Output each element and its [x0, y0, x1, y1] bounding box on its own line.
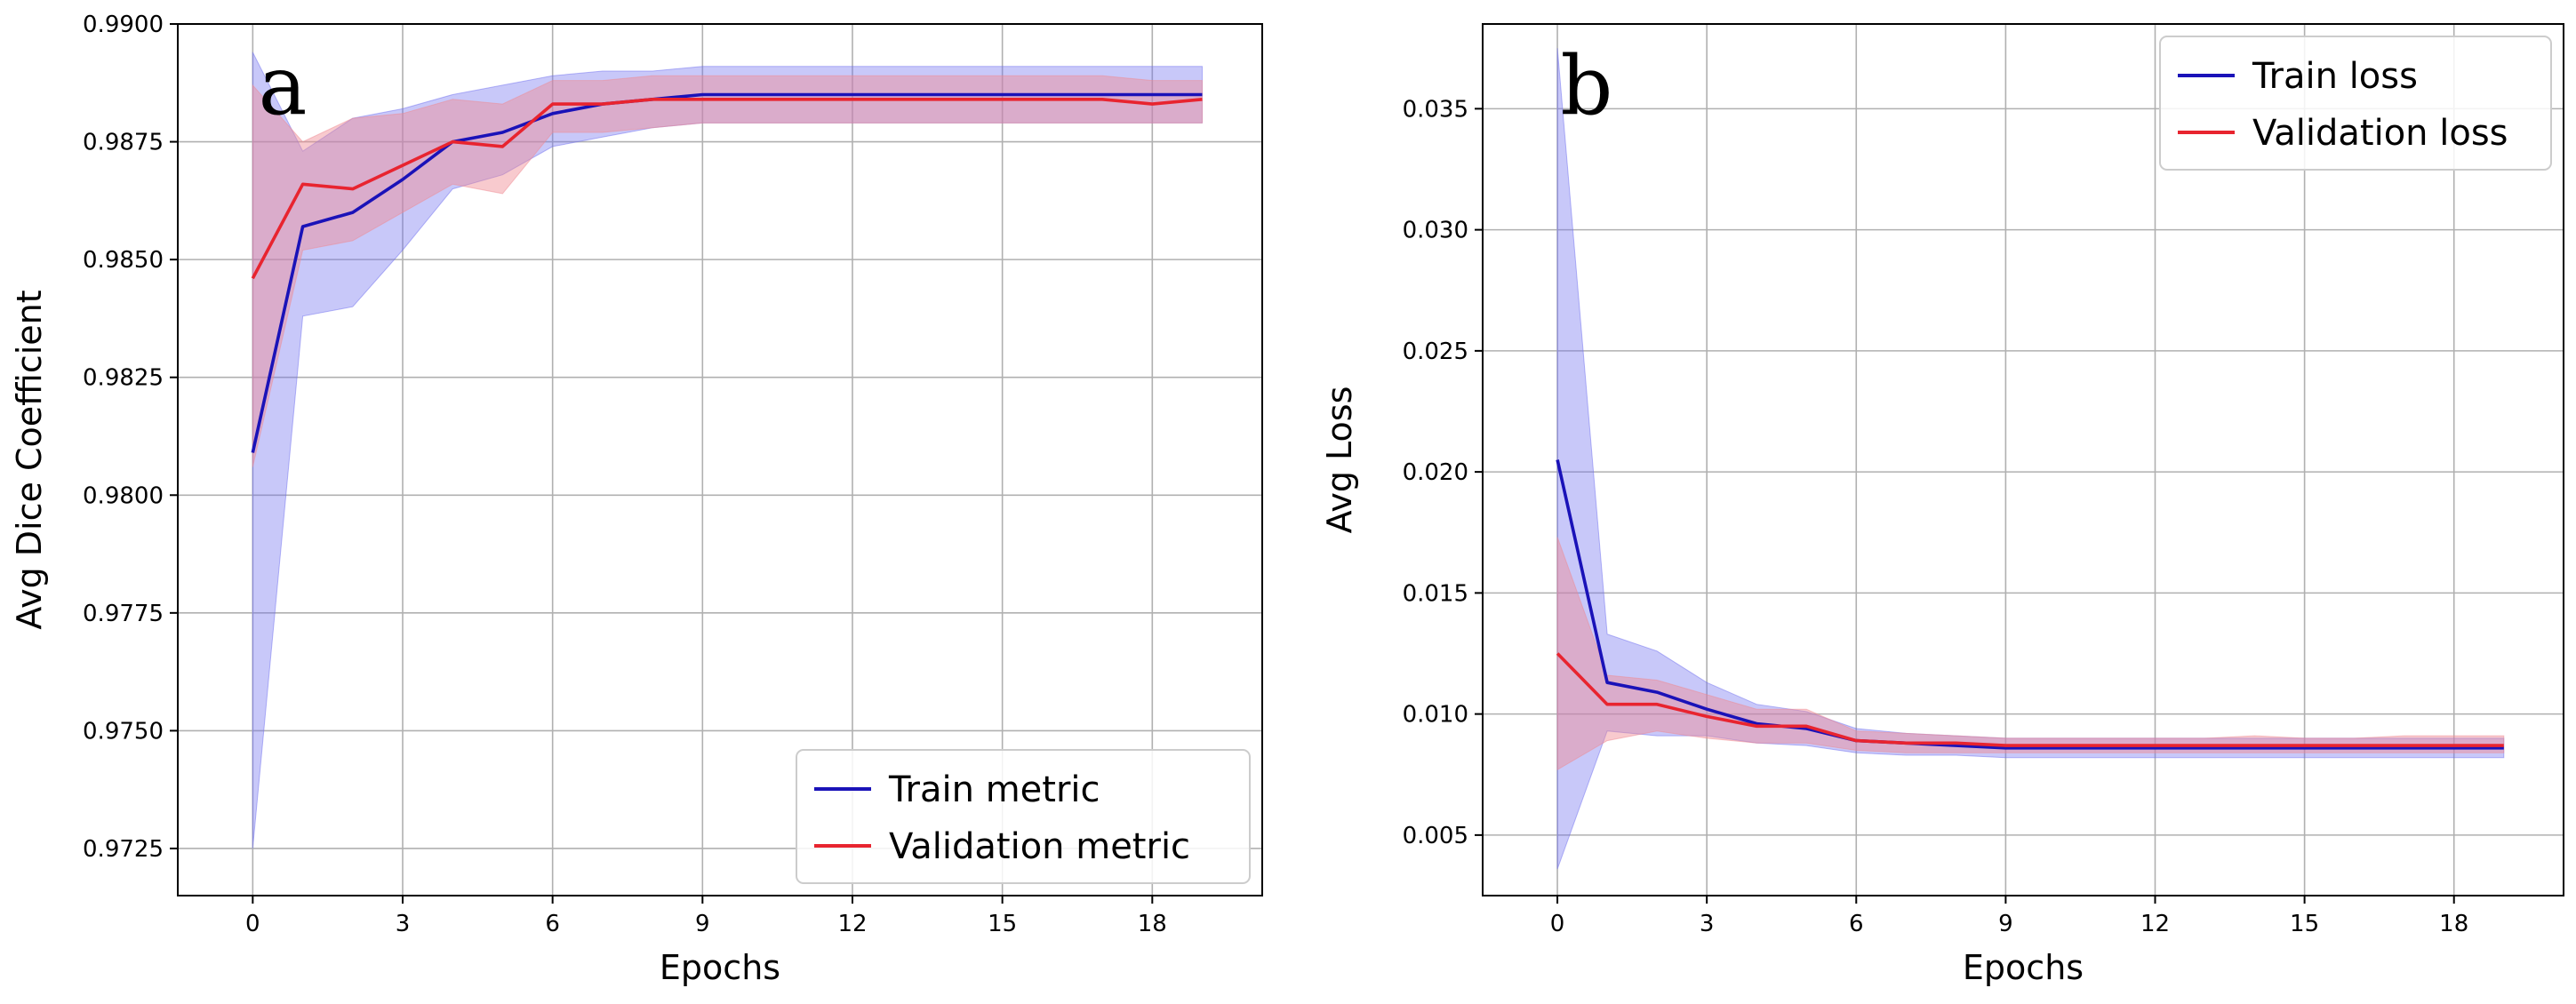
x-tick-label: 0	[1550, 911, 1565, 937]
y-tick-label: 0.010	[1403, 702, 1468, 729]
series-line-validation	[1556, 652, 2504, 747]
x-tick-label: 3	[1700, 911, 1715, 937]
x-tick-label: 9	[695, 911, 710, 937]
band-validation	[1556, 537, 2505, 771]
series-line-validation	[251, 98, 1203, 280]
y-tick-label: 0.015	[1403, 580, 1468, 607]
x-axis-label: Epochs	[1963, 948, 2084, 987]
y-tick-label: 0.9775	[83, 601, 164, 627]
legend-label-train: Train loss	[2252, 56, 2418, 97]
plot-frame	[177, 23, 1263, 896]
x-tick-label: 12	[2140, 911, 2170, 937]
legend-label-train: Train metric	[888, 769, 1100, 810]
legend-label-validation: Validation metric	[889, 826, 1190, 867]
x-tick-label: 18	[1138, 911, 1167, 937]
x-tick-label: 15	[988, 911, 1017, 937]
y-tick-label: 0.9850	[83, 247, 164, 274]
y-tick-label: 0.9900	[83, 12, 164, 38]
x-tick-label: 9	[1998, 911, 2013, 937]
y-tick-label: 0.035	[1403, 96, 1468, 123]
legend-label-validation: Validation loss	[2252, 113, 2508, 154]
legend-box	[2159, 36, 2552, 171]
series-line-train	[251, 92, 1203, 453]
y-tick-label: 0.9750	[83, 718, 164, 745]
series-line-train	[1556, 459, 2504, 750]
legend: Train metric Validation metric	[796, 749, 1251, 884]
x-axis-label: Epochs	[660, 948, 780, 987]
y-tick-label: 0.020	[1403, 459, 1468, 486]
chart-panel-b: 0 3 6 9 12 15 18 0.005 0.010 0.015 0.020 0.025 0.030…	[1320, 23, 2564, 987]
y-tick-label: 0.005	[1403, 823, 1468, 849]
x-tick-label: 6	[1849, 911, 1864, 937]
y-tick-label: 0.9875	[83, 130, 164, 156]
x-tick-label: 18	[2439, 911, 2468, 937]
y-tick-label: 0.9825	[83, 365, 164, 392]
x-tick-label: 3	[396, 911, 411, 937]
legend-box	[796, 749, 1251, 884]
x-tick-label: 12	[837, 911, 867, 937]
chart-panel-a: 0 3 6 9 12 15 18 0.9725 0.9750 0.9775 0.9800 0.9825…	[10, 12, 1263, 987]
y-tick-label: 0.030	[1403, 218, 1468, 244]
y-tick-label: 0.9725	[83, 836, 164, 863]
band-train	[1556, 48, 2505, 870]
legend: Train loss Validation loss	[2159, 36, 2552, 171]
plot-frame	[1482, 23, 2564, 896]
y-tick-label: 0.9800	[83, 482, 164, 509]
y-axis-label: Avg Dice Coefficient	[10, 290, 49, 629]
y-tick-label: 0.025	[1403, 339, 1468, 365]
panel-letter: b	[1561, 38, 1613, 133]
y-axis-label: Avg Loss	[1320, 386, 1359, 534]
panel-letter: a	[259, 38, 308, 133]
band-validation	[252, 75, 1203, 467]
x-tick-label: 6	[545, 911, 560, 937]
x-tick-label: 15	[2290, 911, 2319, 937]
x-tick-label: 0	[245, 911, 260, 937]
